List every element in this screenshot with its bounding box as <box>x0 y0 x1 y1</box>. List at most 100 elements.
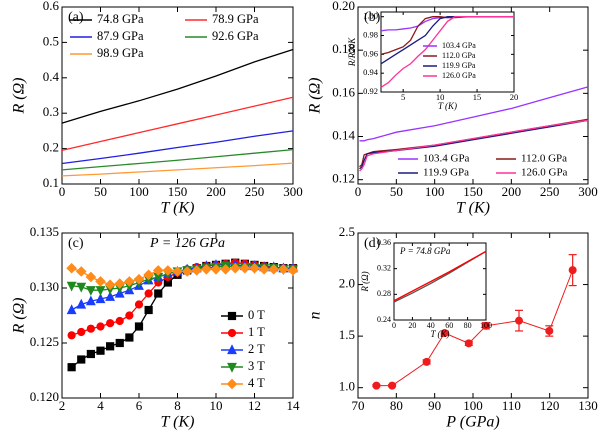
y-tick-label: 0.1 <box>43 175 59 190</box>
x-tick-label: 10 <box>436 92 445 102</box>
x-tick-label: 10 <box>210 398 223 413</box>
y-tick-label: 0.2 <box>43 140 59 155</box>
data-point <box>95 293 106 304</box>
series-line <box>61 130 294 165</box>
legend-label: 2 T <box>248 342 265 356</box>
series-line <box>61 149 294 171</box>
data-point <box>76 298 87 309</box>
y-tick-label: 0.32 <box>377 263 391 272</box>
data-point <box>440 329 449 338</box>
series-line <box>359 86 589 142</box>
x-axis-label: T (K) <box>161 414 195 431</box>
y-axis-label: R (Ω) <box>307 78 324 115</box>
y-tick-label: 0.12 <box>332 171 355 186</box>
data-point <box>96 322 105 331</box>
data-point <box>191 265 203 276</box>
data-point <box>422 357 431 366</box>
x-tick-label: 12 <box>248 398 261 413</box>
data-point <box>162 265 174 276</box>
legend-label: 112.0 GPa <box>442 51 476 60</box>
x-tick-label: 200 <box>206 184 226 199</box>
x-axis-label: T (K) <box>438 101 457 111</box>
series-line <box>61 48 294 124</box>
data-point <box>86 324 95 333</box>
data-point <box>143 269 154 281</box>
data-point <box>76 282 87 293</box>
plot-frame <box>61 6 294 185</box>
x-tick-label: 100 <box>480 321 492 330</box>
plot-frame <box>393 242 487 321</box>
x-tick-label: 8 <box>174 398 181 413</box>
series-line <box>61 96 294 152</box>
x-tick-label: 80 <box>464 321 472 330</box>
panel-label: (a) <box>68 10 84 25</box>
x-tick-label: 5 <box>401 92 405 102</box>
data-point <box>85 295 96 306</box>
x-tick-label: 200 <box>502 184 522 199</box>
x-tick-label: 80 <box>390 398 403 413</box>
data-point <box>388 381 397 390</box>
x-axis-label: T (K) <box>430 329 449 339</box>
data-point <box>114 278 126 289</box>
data-point <box>77 355 86 364</box>
data-point <box>482 321 491 330</box>
data-point <box>124 276 135 287</box>
inset-background <box>394 243 486 320</box>
legend-label: 1 T <box>248 325 265 339</box>
data-point <box>249 262 260 274</box>
data-point <box>210 263 222 275</box>
data-point <box>85 271 97 283</box>
y-tick-label: 0.16 <box>332 84 355 99</box>
x-tick-label: 110 <box>502 398 521 413</box>
y-tick-label: 0.135 <box>30 224 59 239</box>
data-point <box>125 333 134 342</box>
x-tick-label: 300 <box>283 184 303 199</box>
y-axis-label: R (Ω) <box>360 271 370 292</box>
legend-label: 87.9 GPa <box>97 29 144 43</box>
x-tick-label: 60 <box>445 321 453 330</box>
data-point <box>220 263 231 275</box>
y-tick-label: 0.36 <box>377 238 391 247</box>
data-point <box>515 316 523 325</box>
y-tick-label: 0.120 <box>30 389 59 404</box>
annotation: P = 126 GPa <box>149 236 225 251</box>
y-axis-label: R (Ω) <box>11 298 28 335</box>
data-point <box>372 381 381 390</box>
y-tick-label: 1.00 <box>363 11 378 21</box>
data-point <box>134 300 144 309</box>
y-tick-label: 0.4 <box>43 69 60 84</box>
x-tick-label: 120 <box>540 398 560 413</box>
legend-label: 0 T <box>248 308 265 322</box>
legend-marker <box>227 311 237 321</box>
data-point <box>545 326 554 335</box>
legend-label: 98.9 GPa <box>97 46 144 60</box>
data-point <box>287 265 299 276</box>
y-tick-label: 0.125 <box>30 334 59 349</box>
legend-marker <box>227 328 237 338</box>
x-tick-label: 20 <box>510 92 519 102</box>
x-tick-label: 100 <box>129 184 149 199</box>
y-tick-label: 2.0 <box>339 276 355 291</box>
data-point <box>96 346 105 355</box>
legend-marker <box>226 378 238 390</box>
legend-label: 78.9 GPa <box>212 12 259 26</box>
x-tick-label: 6 <box>136 398 143 413</box>
y-tick-label: 0.98 <box>363 29 378 39</box>
data-point <box>104 279 116 291</box>
y-tick-label: 0.24 <box>377 315 391 324</box>
y-tick-label: 0.28 <box>377 289 391 298</box>
x-tick-label: 4 <box>97 398 104 413</box>
data-point <box>115 316 124 326</box>
x-axis-label: T (K) <box>456 200 490 217</box>
data-point <box>67 331 76 340</box>
y-axis-label: n <box>307 312 324 320</box>
plot-frame <box>380 11 515 93</box>
x-tick-label: 90 <box>428 398 441 413</box>
panel-label: (c) <box>68 236 84 251</box>
x-tick-label: 50 <box>390 184 403 199</box>
legend-label: 3 T <box>248 359 265 373</box>
data-point <box>144 289 153 298</box>
data-point <box>106 319 115 328</box>
y-axis-label: R (Ω) <box>11 78 28 115</box>
